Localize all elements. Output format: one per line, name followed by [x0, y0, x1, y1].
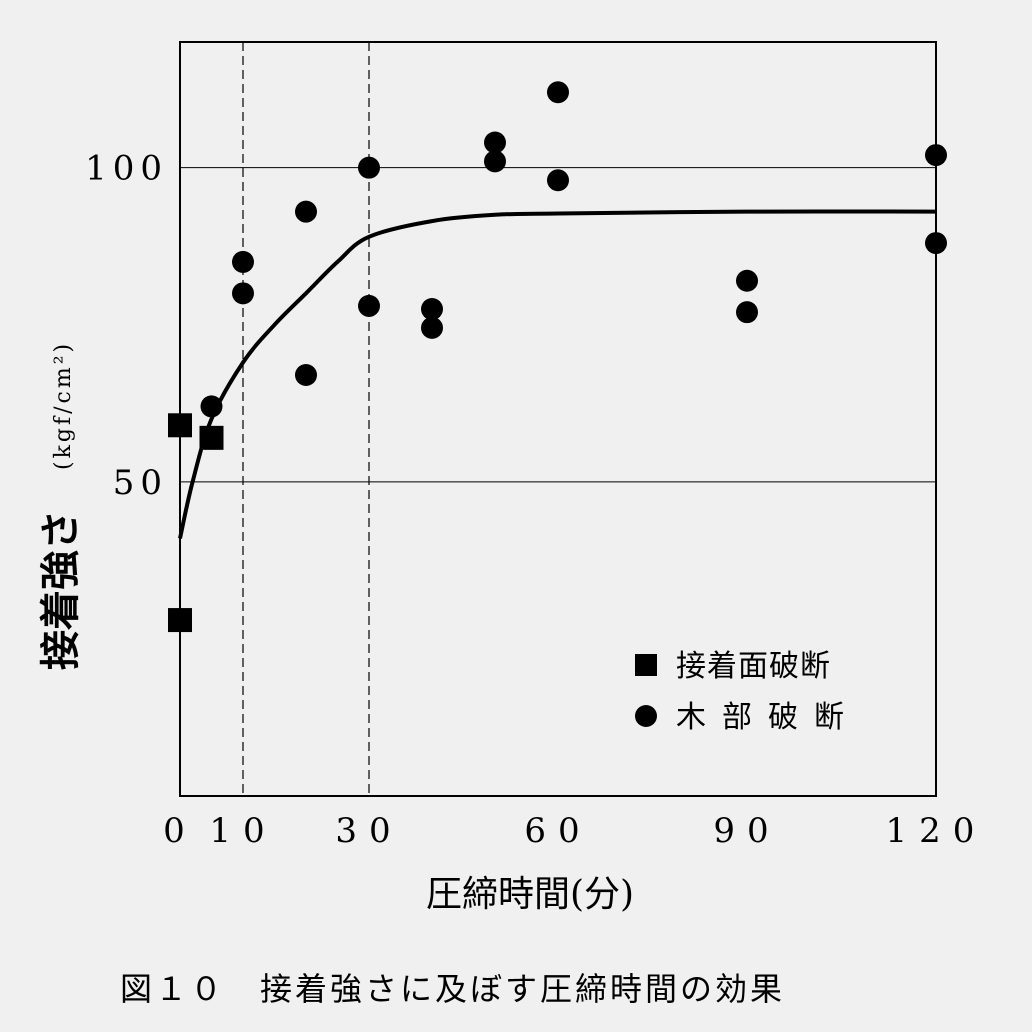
legend: 接着面破断 木部破断 — [635, 649, 860, 735]
circle-point — [484, 150, 506, 173]
circle-point — [295, 200, 317, 223]
y-axis-label: 接着強さ — [37, 510, 84, 670]
circle-point — [358, 156, 380, 179]
legend-circle-marker — [635, 705, 657, 727]
circle-point — [358, 294, 380, 317]
circle-point — [925, 232, 947, 255]
figure-caption: 図１０ 接着強さに及ぼす圧締時間の効果 — [120, 970, 785, 1008]
circle-point — [421, 298, 443, 321]
y-axis-tick-labels: 50 100 — [85, 149, 168, 503]
x-tick-label: 120 — [886, 811, 987, 851]
circle-point — [547, 81, 569, 104]
circle-point — [547, 169, 569, 192]
circle-point — [925, 144, 947, 167]
square-point — [168, 608, 192, 633]
square-point — [199, 425, 224, 450]
circle-point — [232, 282, 254, 305]
x-tick-label: 60 — [524, 811, 591, 851]
square-point — [168, 413, 192, 438]
circle-point — [736, 269, 758, 292]
legend-square-marker — [635, 654, 657, 676]
y-tick-label: 100 — [85, 149, 168, 189]
x-axis-tick-labels: 0 10 30 60 90 120 — [163, 811, 987, 851]
circle-point — [200, 395, 223, 418]
legend-label-adhesive-failure: 接着面破断 — [676, 649, 831, 684]
circle-point — [232, 250, 254, 273]
data-marks — [168, 81, 947, 633]
x-tick-label: 10 — [209, 811, 276, 851]
x-axis-label: 圧締時間(分) — [426, 874, 634, 915]
x-tick-label: 90 — [713, 811, 780, 851]
y-tick-label: 50 — [113, 463, 168, 503]
circle-point — [736, 301, 758, 324]
grid — [180, 167, 936, 483]
circle-point — [484, 131, 506, 154]
legend-label-wood-failure: 木部破断 — [676, 700, 860, 735]
circle-point — [295, 364, 317, 387]
x-tick-label: 0 — [163, 811, 197, 851]
circle-point — [421, 316, 443, 339]
y-axis-unit: (kgf/cm²) — [51, 341, 76, 470]
x-tick-label: 30 — [335, 811, 402, 851]
